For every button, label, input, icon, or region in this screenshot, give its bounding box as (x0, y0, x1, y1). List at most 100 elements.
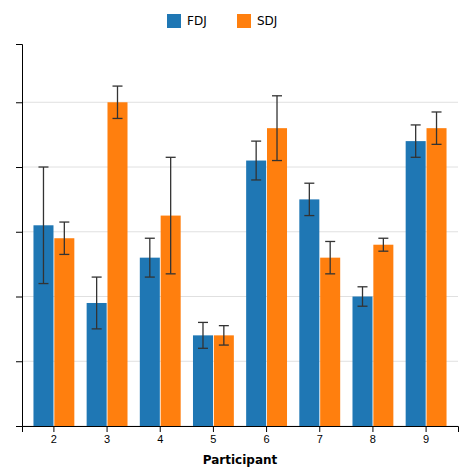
legend-swatch (167, 14, 181, 28)
error-bar-cap (219, 325, 229, 326)
error-bar-cap (411, 124, 421, 125)
y-tick (16, 426, 22, 427)
error-bar-cap (145, 276, 155, 277)
x-tick-mark (213, 426, 214, 432)
error-bar (432, 112, 442, 144)
bar (140, 258, 160, 426)
error-bar-cap (38, 166, 48, 167)
error-bar-cap (166, 157, 176, 158)
error-bar-stem (415, 125, 416, 157)
error-bar-stem (202, 322, 203, 348)
marks (33, 86, 446, 426)
error-bar-cap (92, 328, 102, 329)
error-bar-cap (112, 118, 122, 119)
error-bar-stem (436, 112, 437, 144)
error-bar-cap (325, 241, 335, 242)
y-tick-mark (16, 167, 22, 168)
error-bar-stem (223, 326, 224, 345)
x-tick-mark (107, 426, 108, 432)
error-bar-cap (59, 254, 69, 255)
error-bar-cap (411, 157, 421, 158)
x-tick: 2 (51, 426, 57, 445)
error-bar (59, 222, 69, 254)
error-bar-cap (304, 215, 314, 216)
error-bar-cap (358, 286, 368, 287)
y-tick (16, 297, 22, 298)
error-bar (198, 322, 208, 348)
x-tick-mark (160, 426, 161, 432)
x-tick: 9 (423, 426, 429, 445)
y-tick (16, 232, 22, 233)
error-bar-stem (256, 141, 257, 180)
error-bar-cap (272, 160, 282, 161)
error-bar-cap (251, 140, 261, 141)
bar (320, 258, 340, 426)
y-tick-mark (16, 361, 22, 362)
x-axis-line (23, 427, 459, 433)
error-bar-cap (38, 283, 48, 284)
error-bar-cap (112, 85, 122, 86)
bar (427, 128, 447, 426)
error-bar-cap (219, 344, 229, 345)
legend-item: SDJ (237, 14, 277, 28)
error-bar-cap (304, 183, 314, 184)
x-tick-mark (266, 426, 267, 432)
y-tick-mark (16, 297, 22, 298)
error-bar (272, 96, 282, 161)
x-tick-mark (319, 426, 320, 432)
error-bar-cap (92, 276, 102, 277)
error-bar-stem (276, 96, 277, 161)
error-bar-cap (378, 251, 388, 252)
error-bar-cap (145, 238, 155, 239)
error-bar-stem (117, 86, 118, 118)
bar (299, 199, 319, 426)
grid-line (22, 102, 458, 103)
error-bar-cap (358, 306, 368, 307)
legend-item: FDJ (167, 14, 207, 28)
error-bar-stem (96, 277, 97, 329)
x-tick-label: 5 (210, 433, 216, 445)
y-tick-mark (16, 426, 22, 427)
x-tick-label: 4 (157, 433, 163, 445)
error-bar (166, 157, 176, 274)
chart: 23456789ParticipantFDJSDJ (0, 0, 474, 474)
bar (193, 335, 213, 426)
x-tick-label: 7 (317, 433, 323, 445)
y-axis (16, 45, 23, 427)
x-tick: 4 (157, 426, 163, 445)
error-bar-stem (309, 183, 310, 215)
bar (246, 161, 266, 426)
grid-line (22, 231, 458, 232)
bar (406, 141, 426, 426)
bar (54, 238, 74, 426)
error-bar-stem (170, 157, 171, 274)
bar (267, 128, 287, 426)
x-tick-label: 3 (104, 433, 110, 445)
x-tick-label: 6 (264, 433, 270, 445)
y-tick-mark (16, 102, 22, 103)
x-tick: 3 (104, 426, 110, 445)
error-bar-cap (432, 111, 442, 112)
error-bar-cap (272, 95, 282, 96)
error-bar (411, 125, 421, 157)
x-tick-label: 2 (51, 433, 57, 445)
legend: FDJ SDJ (167, 14, 277, 28)
error-bar-stem (43, 167, 44, 284)
y-axis-line (16, 45, 23, 427)
grid (22, 102, 458, 426)
plot: 23456789Participant (16, 45, 459, 468)
error-bar (145, 238, 155, 277)
error-bar-cap (166, 273, 176, 274)
error-bar (358, 287, 368, 306)
x-tick: 5 (210, 426, 216, 445)
error-bar (38, 167, 48, 284)
y-tick (16, 361, 22, 362)
error-bar-cap (251, 179, 261, 180)
grid-line (22, 167, 458, 168)
legend-label: FDJ (187, 14, 207, 28)
x-tick: 6 (264, 426, 270, 445)
x-tick-mark (426, 426, 427, 432)
legend-swatch (237, 14, 251, 28)
error-bar (251, 141, 261, 180)
bar (352, 297, 372, 426)
